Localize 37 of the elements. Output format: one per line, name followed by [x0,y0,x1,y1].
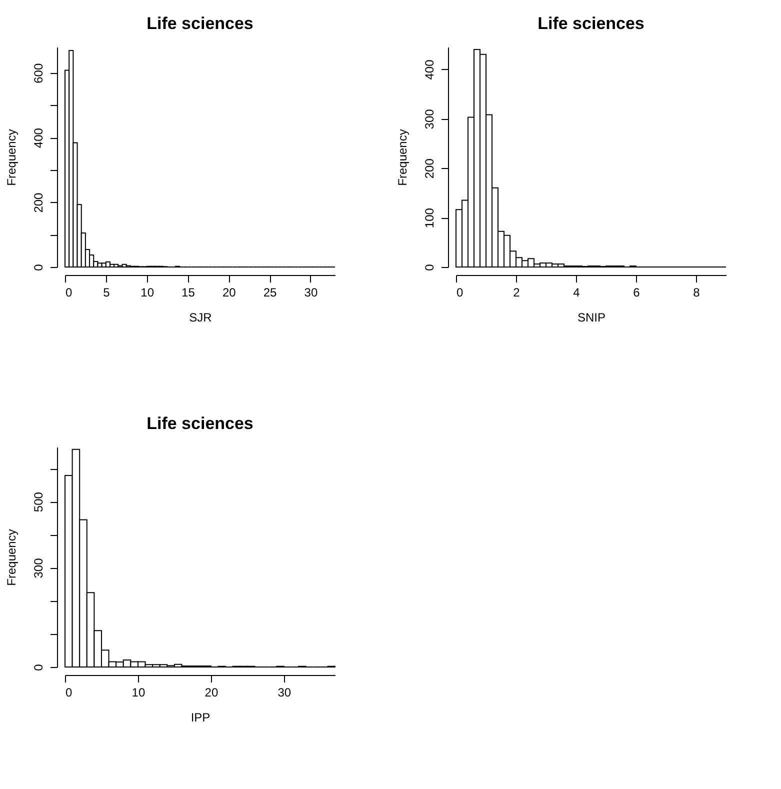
x-tick-label: 6 [633,286,640,300]
y-tick-label: 200 [32,192,46,213]
y-tick-label: 0 [422,264,436,271]
x-tick-label: 4 [573,286,580,300]
x-tick-label: 15 [182,286,196,300]
x-tick-label: 0 [456,286,464,300]
y-tick-label: 500 [32,492,46,512]
y-tick-label: 600 [32,63,46,84]
chart-title: Life sciences [538,14,644,33]
y-axis-title: Frequency [396,129,410,186]
x-axis-title: SNIP [577,310,606,324]
x-tick-label: 30 [304,286,318,300]
y-tick-label: 0 [32,664,46,671]
x-tick-label: 25 [263,286,278,300]
x-tick-label: 20 [204,686,218,700]
x-tick-label: 10 [140,286,154,300]
y-tick-label: 300 [422,108,436,130]
x-tick-label: 5 [103,286,110,300]
y-tick-label: 100 [422,208,436,228]
x-tick-label: 20 [222,286,236,300]
y-axis-title: Frequency [4,529,18,586]
x-tick-label: 0 [66,686,72,700]
x-axis-title: SJR [189,310,212,324]
chart-title: Life sciences [146,14,254,33]
x-tick-label: 8 [693,286,700,300]
y-tick-label: 300 [32,558,46,578]
y-tick-label: 0 [32,264,46,271]
x-tick-label: 10 [132,686,146,700]
y-tick-label: 400 [32,128,46,148]
x-tick-label: 0 [66,286,72,300]
x-tick-label: 30 [278,686,292,700]
x-tick-label: 2 [513,286,520,300]
y-tick-label: 200 [422,158,436,179]
chart-title: Life sciences [146,414,254,433]
x-axis-title: IPP [190,710,210,724]
y-tick-label: 400 [422,59,436,80]
y-axis-title: Frequency [4,129,18,186]
